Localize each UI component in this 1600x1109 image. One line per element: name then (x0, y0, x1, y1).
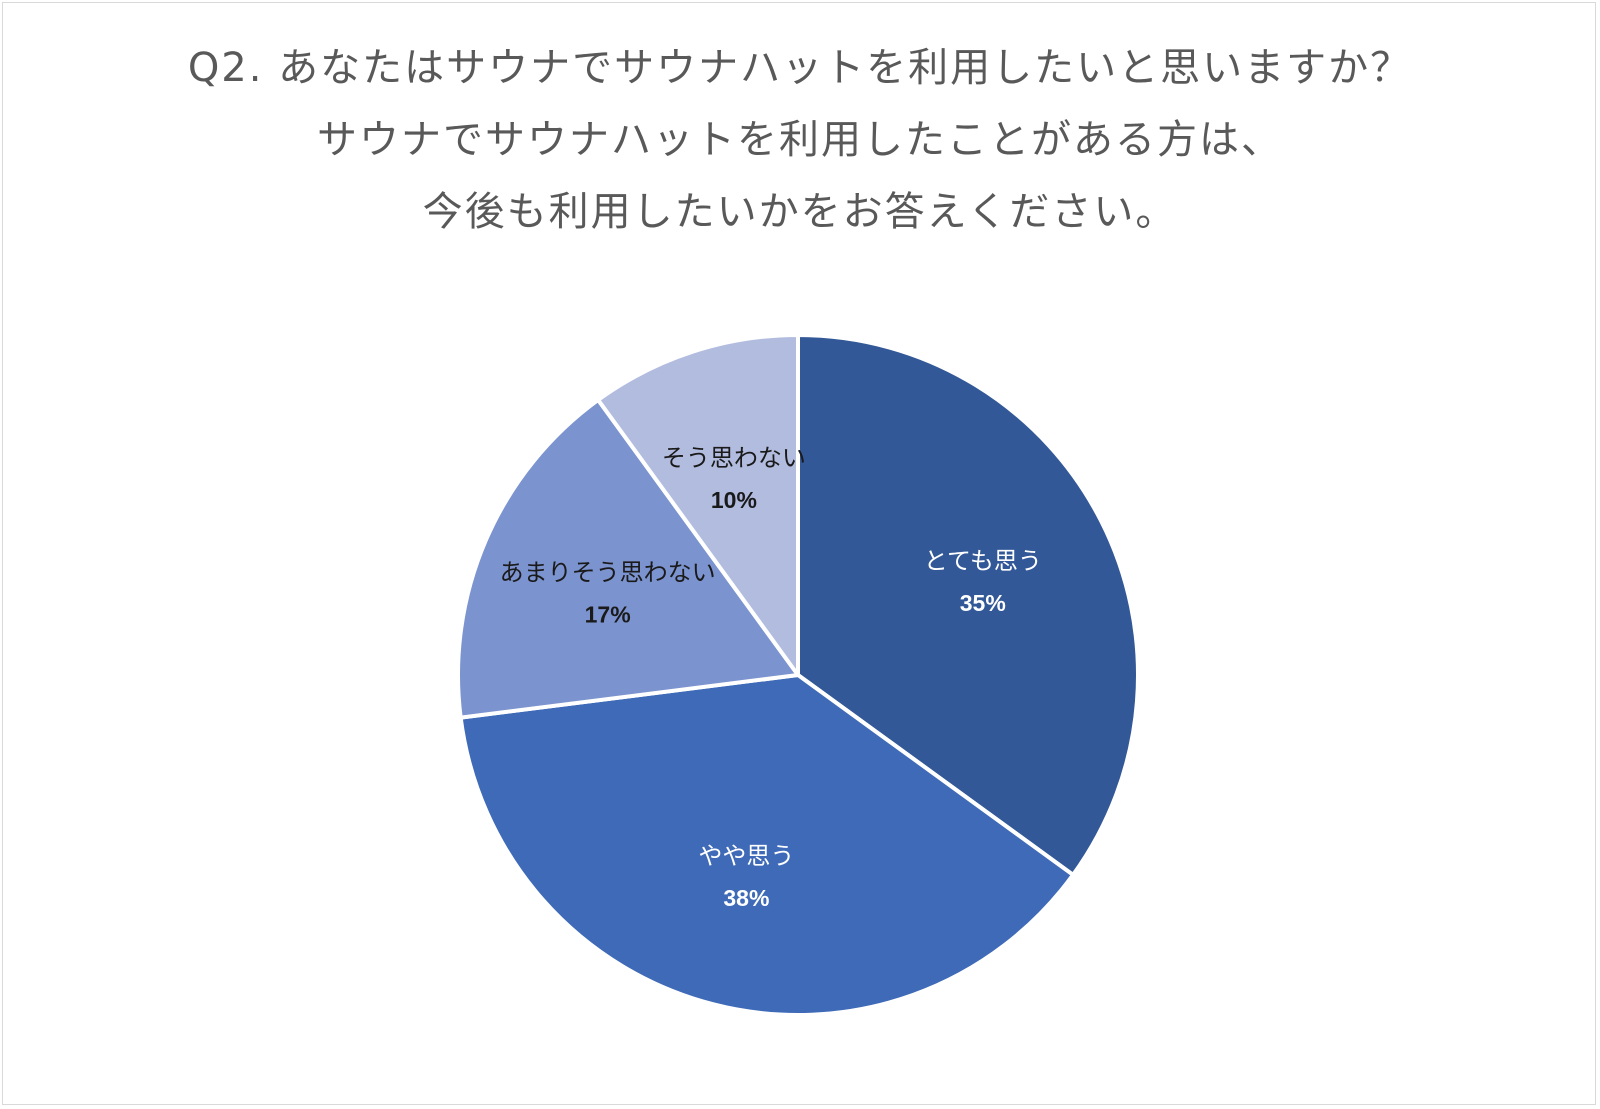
chart-title-line-1: Q2. あなたはサウナでサウナハットを利用したいと思いますか？ (187, 45, 1413, 91)
chart-title-line-3: 今後も利用したいかをお答えください。 (422, 189, 1178, 235)
slice-amari-sou-omowanai (456, 397, 800, 720)
slice-percent-label: 35% (960, 590, 1006, 616)
slice-percent-label: 10% (711, 487, 757, 513)
slice-yaya-omou (458, 673, 1076, 1018)
slice-percent-label: 17% (585, 602, 631, 628)
slice-label: そう思わない (662, 444, 806, 472)
slice-totemo-omou (796, 333, 1141, 877)
slice-percent-label: 38% (723, 885, 769, 911)
slice-sou-omowanai (596, 333, 800, 677)
pie-labels: とても思う 35% やや思う 38% あまりそう思わない 17% そう思わない 10% (500, 444, 1042, 911)
slice-label: やや思う (698, 842, 794, 870)
pie-slices (456, 333, 1141, 1018)
chart-title: Q2. あなたはサウナでサウナハットを利用したいと思いますか？ サウナでサウナハ… (0, 32, 1600, 248)
slice-label: あまりそう思わない (500, 559, 716, 587)
slice-label: とても思う (924, 547, 1042, 575)
chart-title-line-2: サウナでサウナハットを利用したことがある方は、 (317, 117, 1283, 163)
